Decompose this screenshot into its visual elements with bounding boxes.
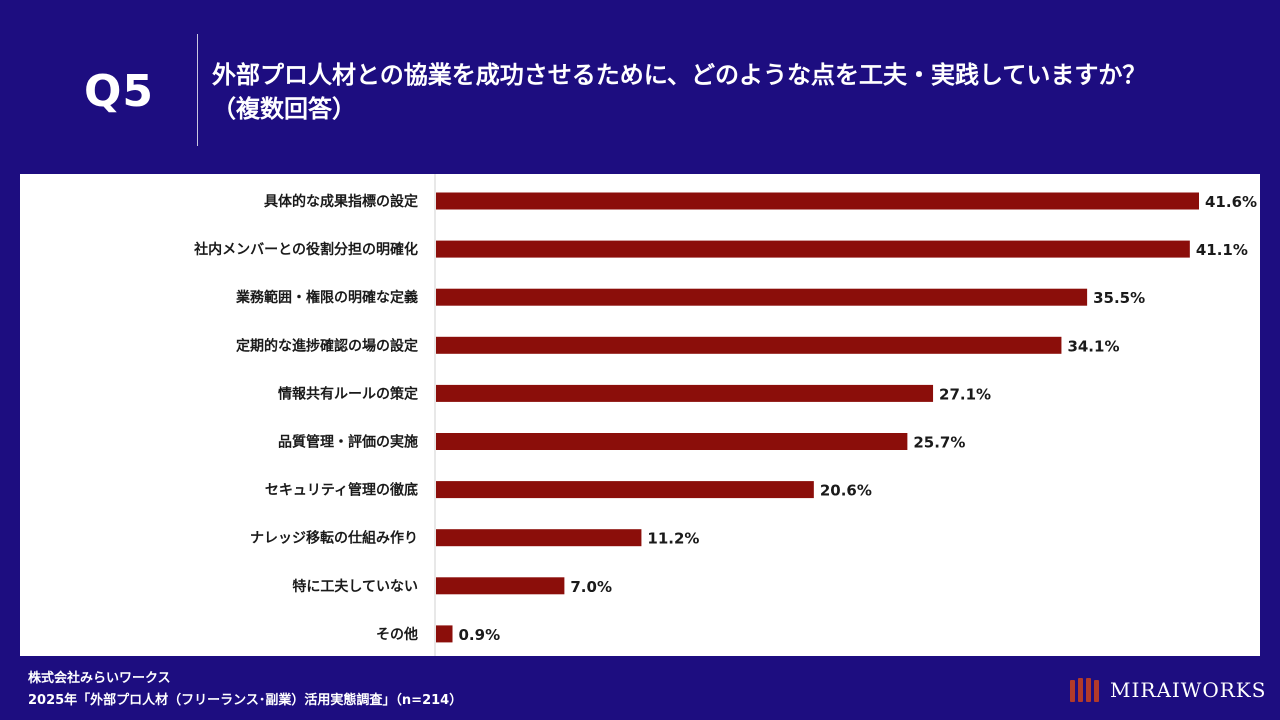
data-label: 11.2% (647, 530, 699, 548)
data-label: 34.1% (1067, 337, 1119, 355)
bar (436, 529, 642, 547)
bar (436, 336, 1062, 354)
bar (436, 625, 453, 643)
header-divider (197, 34, 198, 146)
page-title: 外部プロ人材との協業を成功させるために、どのような点を工夫・実践していますか？ … (212, 58, 1252, 126)
category-label: セキュリティ管理の徹底 (265, 482, 418, 499)
logo-mark-icon (1070, 678, 1099, 702)
category-label: その他 (376, 626, 418, 643)
data-label: 27.1% (939, 385, 991, 403)
logo-text: MIRAIWORKS (1110, 678, 1267, 702)
survey-source: 2025年「外部プロ人材（フリーランス･副業）活用実態調査」（n=214） (28, 693, 463, 708)
data-label: 0.9% (459, 626, 501, 644)
category-label: 情報共有ルールの策定 (278, 385, 418, 402)
company-logo: MIRAIWORKS (1068, 674, 1266, 706)
category-label: 品質管理・評価の実施 (278, 434, 418, 451)
data-label: 7.0% (570, 578, 612, 596)
data-label: 35.5% (1093, 289, 1145, 307)
bar (436, 433, 908, 450)
category-label: 具体的な成果指標の設定 (263, 193, 418, 210)
category-label: ナレッジ移転の仕組み作り (250, 530, 418, 547)
company-name: 株式会社みらいワークス (28, 671, 171, 686)
bar (436, 192, 1199, 210)
bar (436, 481, 814, 499)
question-number: Q5 (84, 66, 155, 117)
bar-chart: 具体的な成果指標の設定 41.6% 社内メンバーとの役割分担の明確化 41.1% 業務範… (193, 174, 1257, 656)
category-label: 業務範囲・権限の明確な定義 (235, 289, 418, 306)
category-label: 社内メンバーとの役割分担の明確化 (193, 241, 418, 258)
data-label: 41.6% (1205, 193, 1257, 211)
data-label: 20.6% (820, 482, 872, 500)
footer: 株式会社みらいワークス 2025年「外部プロ人材（フリーランス･副業）活用実態調… (28, 668, 462, 712)
bar (436, 577, 565, 595)
bar (436, 240, 1190, 258)
bar (436, 288, 1088, 306)
category-label: 定期的な進捗確認の場の設定 (236, 337, 418, 354)
bar (436, 384, 934, 402)
title-line-1: 外部プロ人材との協業を成功させるために、どのような点を工夫・実践していますか？ (212, 61, 1147, 89)
category-label: 特に工夫していない (292, 578, 418, 595)
data-label: 41.1% (1196, 241, 1248, 259)
chart-panel: 具体的な成果指標の設定 41.6% 社内メンバーとの役割分担の明確化 41.1% 業務範… (20, 174, 1260, 656)
title-line-2: （複数回答） (212, 95, 356, 123)
data-label: 25.7% (913, 434, 965, 452)
